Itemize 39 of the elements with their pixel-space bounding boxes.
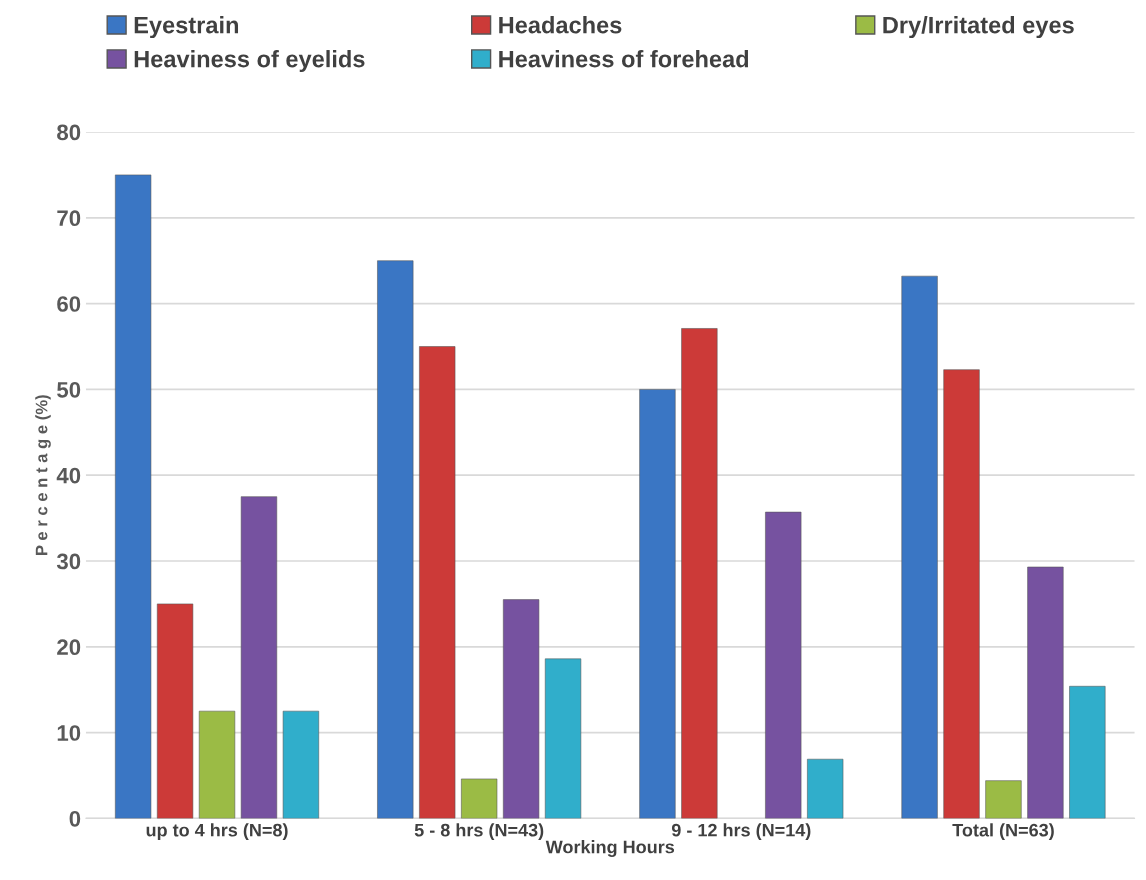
bar xyxy=(419,346,456,819)
legend-label: Heaviness of eyelids xyxy=(134,50,365,73)
bar xyxy=(198,710,236,819)
y-tick-label: 70 xyxy=(57,210,81,227)
legend-label: Dry/Irritated eyes xyxy=(883,16,1074,39)
bar xyxy=(681,328,718,819)
y-tick-label: 20 xyxy=(57,639,81,656)
x-tick-label: up to 4 hrs (N=8) xyxy=(146,823,288,841)
bar xyxy=(156,603,194,819)
bar xyxy=(639,389,676,819)
y-tick-label: 80 xyxy=(57,124,81,141)
bar xyxy=(765,511,802,819)
y-tick-label: 0 xyxy=(69,810,81,827)
bar xyxy=(115,174,152,819)
bar xyxy=(377,260,414,819)
legend-label: Eyestrain xyxy=(134,16,239,39)
y-tick-label: 40 xyxy=(56,467,81,484)
bar xyxy=(943,369,980,819)
bar xyxy=(1069,685,1106,819)
bar xyxy=(901,275,938,819)
bar xyxy=(807,758,844,819)
x-tick-label: Total (N=63) xyxy=(952,823,1054,841)
x-tick-label: 9 - 12 hrs (N=14) xyxy=(671,823,811,841)
bar xyxy=(985,780,1022,819)
bar xyxy=(282,710,320,819)
x-tick-label: 5 - 8 hrs (N=43) xyxy=(414,823,544,841)
bar xyxy=(503,599,540,819)
legend-label: Heaviness of forehead xyxy=(499,50,749,68)
bar xyxy=(240,496,278,819)
bar xyxy=(461,778,498,819)
y-tick-label: 10 xyxy=(57,725,81,741)
bar xyxy=(1027,566,1064,819)
y-axis-title: P e r c e n t a g e (%) xyxy=(35,395,51,555)
y-tick-label: 30 xyxy=(56,553,81,570)
x-axis-title: Working Hours xyxy=(545,840,675,857)
y-tick-label: 60 xyxy=(57,296,81,312)
legend-label: Headaches xyxy=(499,16,622,34)
y-tick-label: 50 xyxy=(57,381,81,398)
bar xyxy=(544,658,582,819)
